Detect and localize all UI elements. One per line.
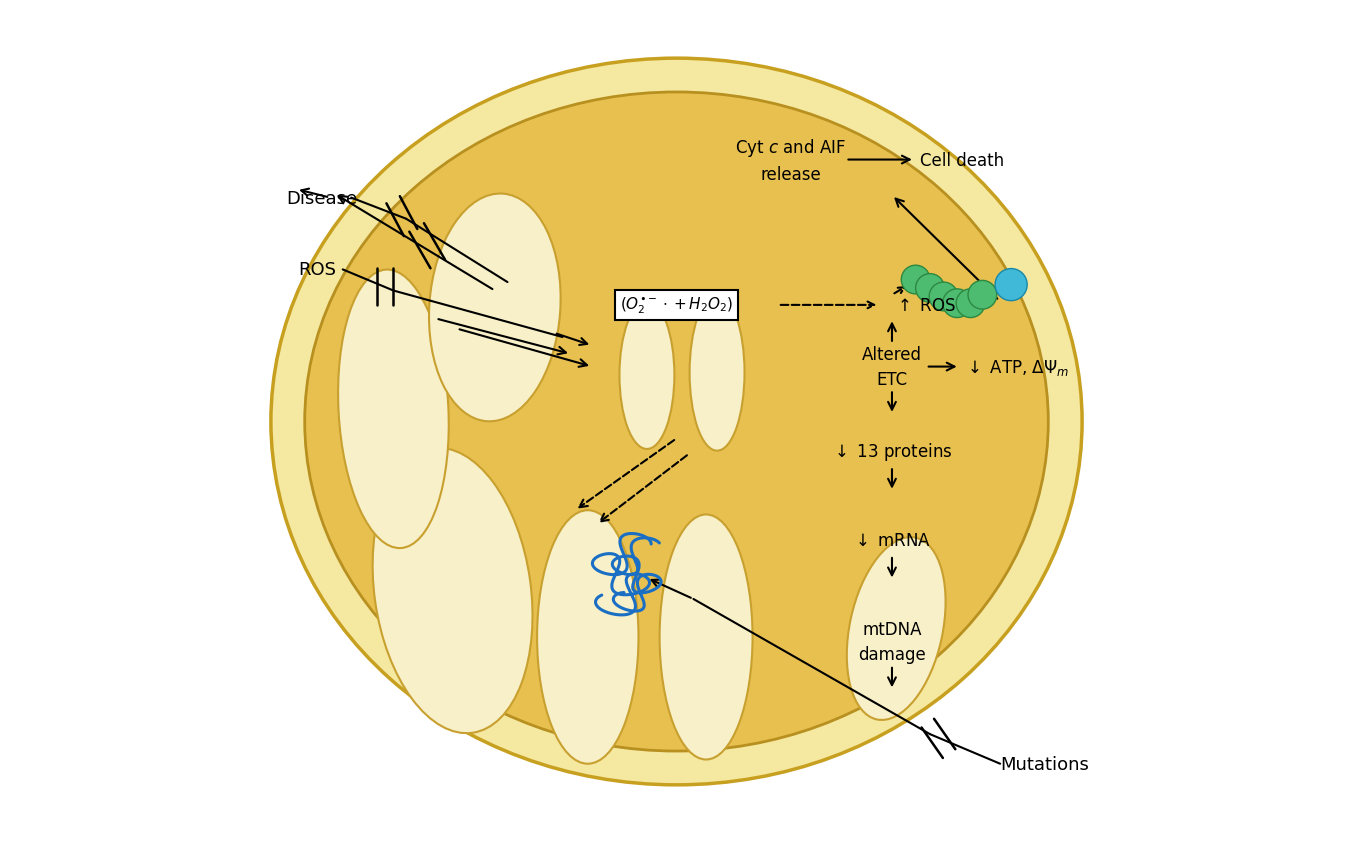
Text: $\downarrow$ mRNA: $\downarrow$ mRNA (852, 531, 931, 549)
Text: ROS: ROS (298, 261, 336, 279)
Ellipse shape (304, 93, 1049, 751)
Circle shape (943, 289, 971, 318)
Text: $\downarrow$ ATP, $\Delta\Psi_m$: $\downarrow$ ATP, $\Delta\Psi_m$ (963, 357, 1069, 377)
Text: $\downarrow$ 13 proteins: $\downarrow$ 13 proteins (831, 441, 953, 463)
Text: Cyt $c$ and AIF
release: Cyt $c$ and AIF release (735, 137, 846, 184)
Circle shape (916, 274, 944, 303)
Ellipse shape (847, 538, 946, 720)
Circle shape (901, 266, 930, 295)
Circle shape (994, 269, 1027, 301)
Ellipse shape (271, 59, 1082, 785)
Ellipse shape (429, 194, 560, 422)
Text: mtDNA
damage: mtDNA damage (858, 620, 925, 663)
Text: Cell death: Cell death (920, 151, 1004, 170)
Circle shape (967, 281, 997, 310)
Ellipse shape (690, 295, 744, 451)
Circle shape (930, 283, 958, 311)
Text: Disease: Disease (285, 189, 357, 208)
Text: $\uparrow$ ROS: $\uparrow$ ROS (894, 296, 955, 315)
Ellipse shape (660, 515, 752, 760)
Circle shape (957, 289, 985, 318)
Text: Altered
ETC: Altered ETC (862, 346, 921, 388)
Ellipse shape (620, 301, 674, 449)
Text: Mutations: Mutations (1000, 755, 1089, 773)
Ellipse shape (338, 270, 449, 549)
Text: $(O_2^{\bullet -} \cdot + H_2O_2)$: $(O_2^{\bullet -} \cdot + H_2O_2)$ (620, 295, 733, 316)
Ellipse shape (372, 448, 533, 733)
Ellipse shape (537, 511, 639, 764)
